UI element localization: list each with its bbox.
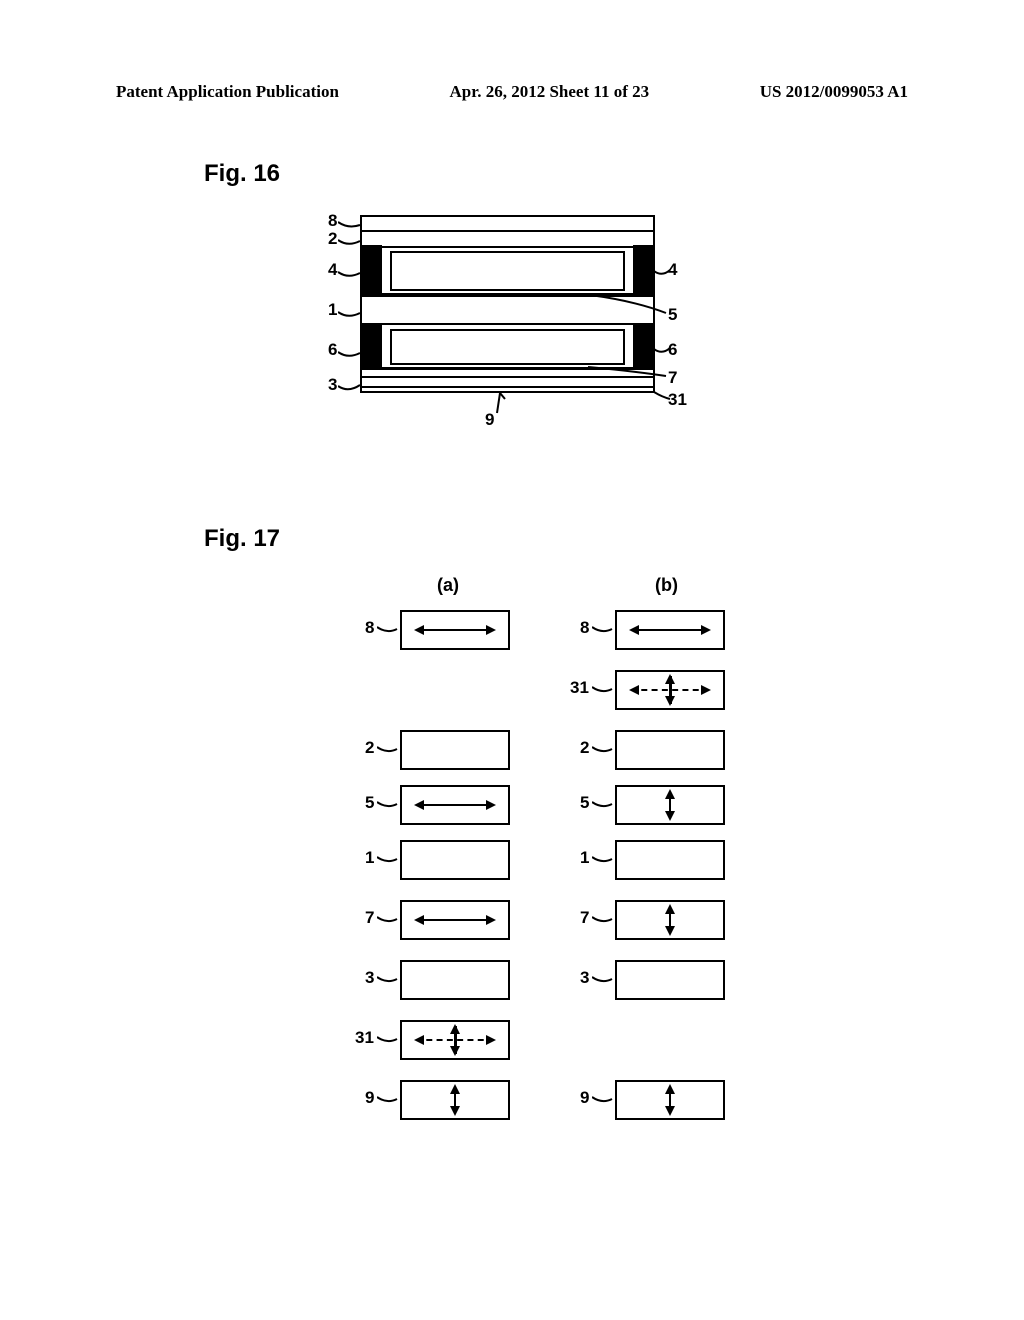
label-31b: 31 (570, 678, 589, 698)
label-9-bottom: 9 (485, 410, 494, 430)
arrow-v-icon (669, 1086, 672, 1114)
lead-3 (338, 381, 362, 395)
label-7b: 7 (580, 908, 589, 928)
box-31a (400, 1020, 510, 1060)
label-1b: 1 (580, 848, 589, 868)
header-middle: Apr. 26, 2012 Sheet 11 of 23 (450, 82, 650, 102)
arrow-h-icon (416, 804, 494, 807)
box-9b (615, 1080, 725, 1120)
label-7-right: 7 (668, 368, 677, 388)
box-31b (615, 670, 725, 710)
label-9b: 9 (580, 1088, 589, 1108)
label-3a: 3 (365, 968, 374, 988)
lead-6r (654, 343, 672, 357)
lead-8 (338, 217, 362, 231)
label-1-left: 1 (328, 300, 337, 320)
fig17-label: Fig. 17 (204, 525, 280, 553)
lead-8b (592, 624, 614, 638)
layer-2 (360, 230, 655, 248)
lead-1 (338, 307, 362, 321)
seal-top-right (633, 245, 655, 297)
label-6-left: 6 (328, 340, 337, 360)
lead-3b (592, 974, 614, 988)
lead-9b (592, 1094, 614, 1108)
lead-8a (377, 624, 399, 638)
lead-7 (588, 365, 668, 379)
box-5a (400, 785, 510, 825)
box-7a (400, 900, 510, 940)
arrow-v-icon (454, 1086, 457, 1114)
cell-bottom (390, 329, 625, 365)
label-31a: 31 (355, 1028, 374, 1048)
box-3b (615, 960, 725, 1000)
lead-1a (377, 854, 399, 868)
lead-4r (654, 265, 672, 279)
label-8b: 8 (580, 618, 589, 638)
label-2a: 2 (365, 738, 374, 758)
fig16-label: Fig. 16 (204, 160, 280, 188)
box-2b (615, 730, 725, 770)
seal-bottom-right (633, 323, 655, 371)
label-5-right: 5 (668, 305, 677, 325)
label-3b: 3 (580, 968, 589, 988)
lead-7a (377, 914, 399, 928)
arrow-cross-icon (631, 676, 709, 704)
column-a-label: (a) (437, 575, 459, 596)
cell-top (390, 251, 625, 291)
lead-1b (592, 854, 614, 868)
label-2b: 2 (580, 738, 589, 758)
box-7b (615, 900, 725, 940)
lead-31a (377, 1034, 399, 1048)
lead-3a (377, 974, 399, 988)
layer-31 (360, 386, 655, 393)
column-b-label: (b) (655, 575, 678, 596)
lead-2a (377, 744, 399, 758)
box-8a (400, 610, 510, 650)
header-left: Patent Application Publication (116, 82, 339, 102)
box-1b (615, 840, 725, 880)
lead-5b (592, 799, 614, 813)
lead-4l (338, 267, 362, 281)
box-3a (400, 960, 510, 1000)
page-header: Patent Application Publication Apr. 26, … (116, 82, 908, 102)
label-5b: 5 (580, 793, 589, 813)
label-8-left: 8 (328, 211, 337, 231)
arrow-h-icon (631, 629, 709, 632)
lead-31 (654, 389, 672, 403)
arrow-h-icon (416, 919, 494, 922)
fig16-diagram: 8 2 4 1 6 3 4 5 6 7 31 9 (310, 215, 705, 430)
box-2a (400, 730, 510, 770)
label-7a: 7 (365, 908, 374, 928)
lead-6l (338, 347, 362, 361)
lead-2 (338, 235, 362, 249)
seal-bottom-left (360, 323, 382, 371)
label-1a: 1 (365, 848, 374, 868)
box-9a (400, 1080, 510, 1120)
header-right: US 2012/0099053 A1 (760, 82, 908, 102)
lead-5 (590, 293, 668, 315)
box-1a (400, 840, 510, 880)
label-5a: 5 (365, 793, 374, 813)
label-4-left: 4 (328, 260, 337, 280)
box-5b (615, 785, 725, 825)
arrow-v-icon (669, 906, 672, 934)
arrow-cross-icon (416, 1026, 494, 1054)
label-8a: 8 (365, 618, 374, 638)
arrow-v-icon (669, 791, 672, 819)
box-8b (615, 610, 725, 650)
lead-9 (495, 393, 509, 415)
arrow-h-icon (416, 629, 494, 632)
lead-2b (592, 744, 614, 758)
label-9a: 9 (365, 1088, 374, 1108)
label-3-left: 3 (328, 375, 337, 395)
lead-31b (592, 684, 614, 698)
lead-5a (377, 799, 399, 813)
label-2-left: 2 (328, 229, 337, 249)
lead-9a (377, 1094, 399, 1108)
lead-7b (592, 914, 614, 928)
seal-top-left (360, 245, 382, 297)
